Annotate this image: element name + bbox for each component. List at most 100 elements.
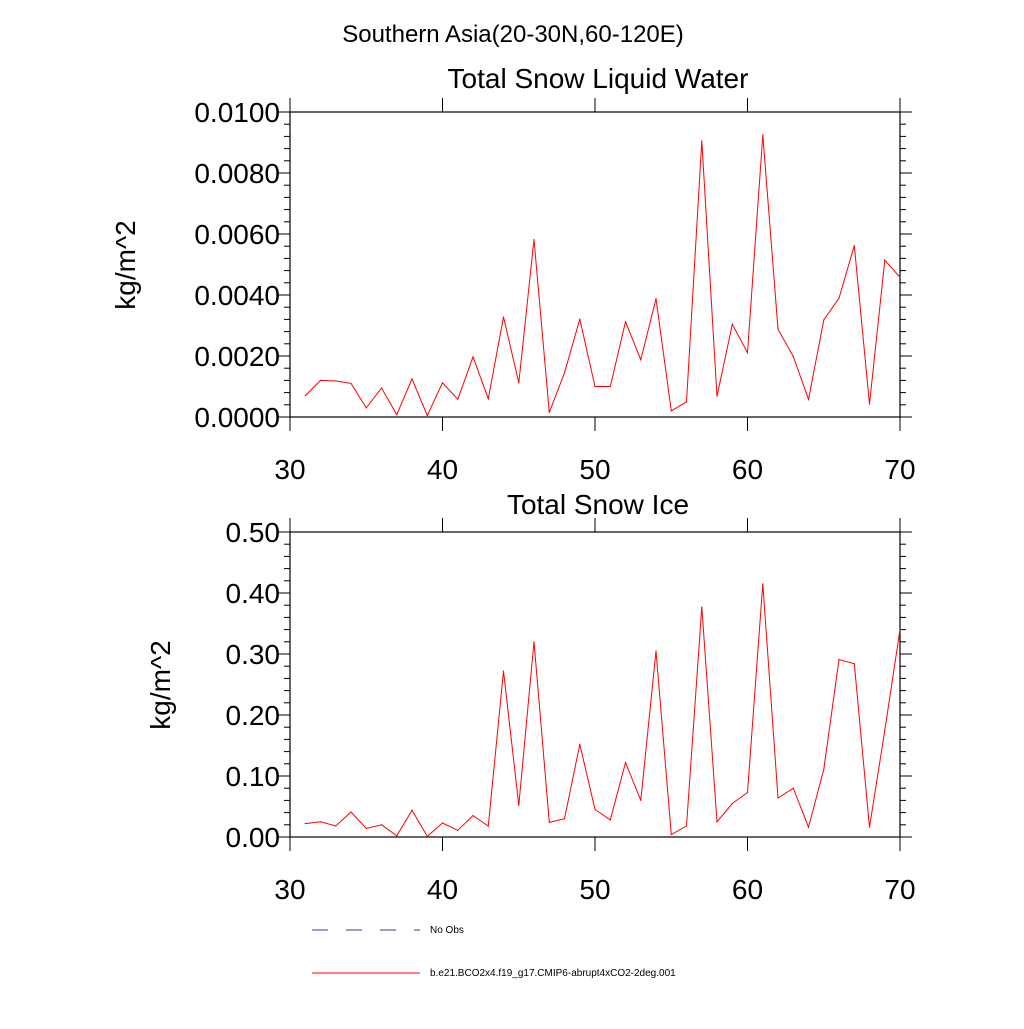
data-point [426,835,428,837]
data-point [487,398,489,400]
y-tick-label: 0.0000 [194,402,280,433]
snow-ice-panel: Total Snow Ice kg/m^2 0.00 0.10 0.20 0.30 0.40… [145,489,916,905]
data-point [823,768,825,770]
data-point [716,821,718,823]
data-point [609,385,611,388]
data-point [762,134,764,136]
data-point [533,238,535,241]
data-point [319,821,322,823]
chart-title: Total Snow Ice [507,489,689,520]
data-point [609,819,611,821]
x-tick-label: 50 [579,454,610,485]
data-point [457,829,459,831]
data-point [899,629,901,631]
data-point [685,401,688,403]
x-tick-label: 50 [579,874,610,905]
data-point [487,825,489,827]
y-axis-label: kg/m^2 [145,640,176,729]
data-point [472,815,474,817]
data-point [884,259,886,261]
data-point [380,387,383,389]
data-point [350,382,352,385]
data-point [518,804,520,806]
y-tick-label: 0.30 [226,639,281,670]
data-point [701,606,703,608]
y-tick-label: 0.0040 [194,280,280,311]
y-tick-label: 0.00 [226,822,281,853]
x-tick-label: 60 [732,874,763,905]
data-point [853,663,855,665]
data-point [624,761,627,764]
data-point [350,811,352,813]
data-point [868,826,871,828]
data-point [594,385,596,388]
data-point [457,398,459,400]
data-point [304,822,306,825]
data-point [807,398,810,400]
x-tick-label: 40 [427,874,458,905]
data-point [899,276,901,278]
data-point [411,378,413,380]
data-point [838,297,840,299]
series-line [305,583,901,838]
x-tick-label: 30 [274,874,305,905]
snow-liquid-water-panel: Total Snow Liquid Water kg/m^2 0.0000 0.002… [110,63,916,485]
y-tick-label: 0.0020 [194,341,280,372]
data-point [594,808,596,811]
series-line [304,134,901,417]
data-point [746,352,749,354]
data-point [365,827,367,830]
data-point [579,743,581,745]
x-tick-label: 70 [884,454,915,485]
data-point [792,787,794,789]
data-point [701,140,703,142]
y-tick-label: 0.50 [226,517,281,548]
data-point [441,822,444,824]
data-point [624,321,627,323]
y-tick-label: 0.0060 [194,219,280,250]
y-tick-label: 0.20 [226,700,281,731]
data-point [380,824,383,826]
data-point [548,821,550,823]
data-point [716,395,718,397]
data-point [365,407,367,409]
data-point [304,395,306,397]
data-point [518,382,520,384]
y-tick-label: 0.10 [226,761,281,792]
y-tick-label: 0.0100 [194,97,280,128]
plot-frame [289,531,901,838]
data-point [502,316,505,318]
data-point [472,356,474,358]
data-point [670,410,672,412]
data-point [441,382,444,384]
plot-frame [289,111,901,418]
data-point [548,411,550,414]
data-point [502,670,505,672]
data-point [777,797,779,799]
data-point [411,809,413,811]
legend-label-model-run: b.e21.BCO2x4.f19_g17.CMIP6-abrupt4xCO2-2… [430,968,676,979]
data-point [640,799,642,802]
y-tick-label: 0.0080 [194,158,280,189]
data-point [335,380,337,382]
legend: No Obs b.e21.BCO2x4.f19_g17.CMIP6-abrupt… [312,925,676,979]
data-point [319,379,322,381]
y-tick-label: 0.40 [226,578,281,609]
data-point [655,650,657,652]
x-tick-label: 30 [274,454,305,485]
data-point [685,825,688,827]
data-point [563,818,566,820]
data-point [838,658,840,661]
data-point [823,319,825,321]
legend-label-no-obs: No Obs [430,925,464,936]
data-point [792,356,794,358]
data-point [335,825,337,827]
x-tick-label: 70 [884,874,915,905]
data-point [640,359,642,361]
data-point [655,298,657,300]
data-point [396,835,398,837]
data-point [426,414,428,417]
chart-title: Total Snow Liquid Water [448,63,749,94]
data-point [579,318,581,320]
data-point [762,583,764,585]
